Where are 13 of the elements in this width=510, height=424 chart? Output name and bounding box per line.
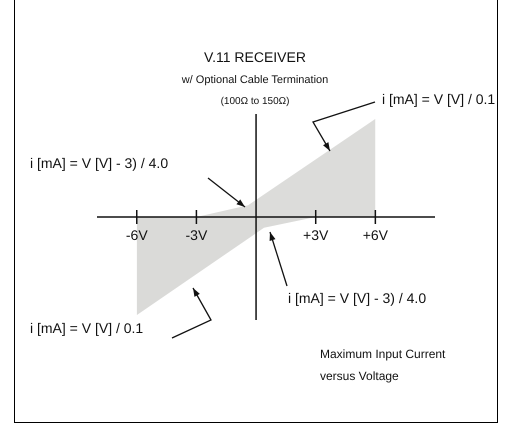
annotation: i [mA] = V [V] - 3) / 4.0	[288, 290, 426, 306]
x-tick-label: +3V	[303, 226, 330, 243]
text: versus Voltage	[320, 369, 400, 383]
annotation: i [mA] = V [V] - 3) / 4.0	[30, 155, 168, 171]
chart-title: V.11 RECEIVER	[204, 49, 306, 65]
text: i [mA] = V [V] / 0.1	[382, 91, 496, 107]
text: (100Ω to 150Ω)	[220, 96, 290, 107]
text: Maximum Input Current	[320, 347, 446, 361]
x-tick-label: +6V	[362, 226, 389, 243]
text: i [mA] = V [V] / 0.1	[30, 320, 144, 336]
x-tick-label: -3V	[186, 226, 208, 243]
chart-subtitle: w/ Optional Cable Termination	[180, 74, 328, 86]
x-tick-label: -6V	[126, 226, 148, 243]
